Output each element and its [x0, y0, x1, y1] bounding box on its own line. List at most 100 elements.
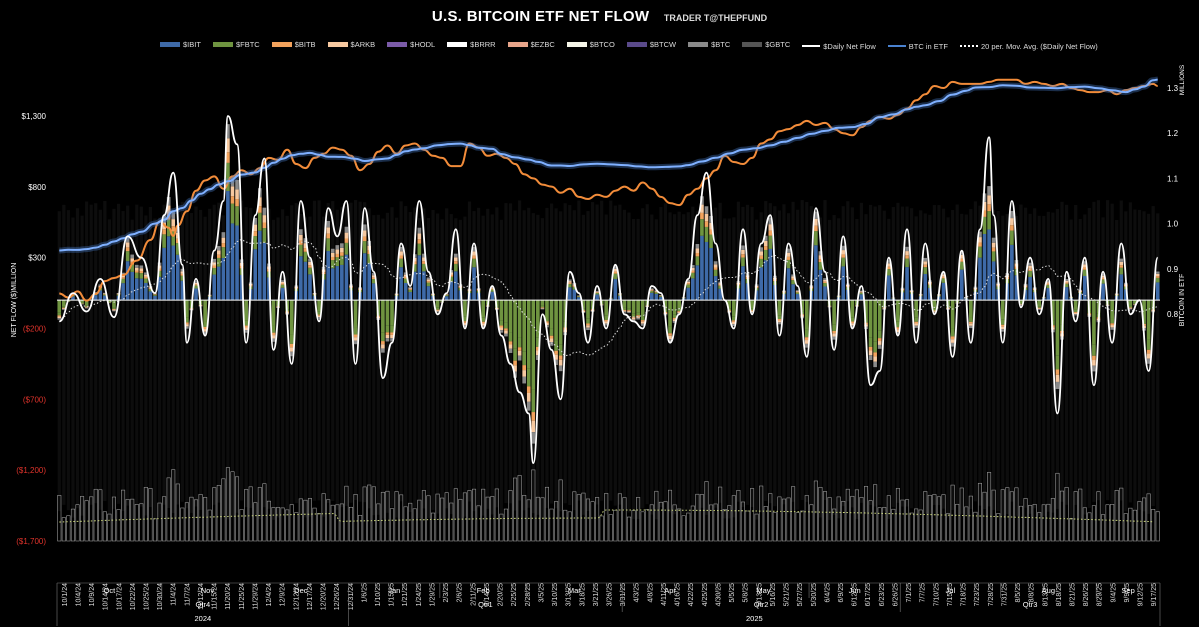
x-tick-label: 12/26/24 [334, 583, 341, 610]
background-bar [157, 217, 162, 518]
volume-bar [654, 490, 659, 542]
flow-bar [1064, 279, 1069, 281]
flow-bar [130, 271, 135, 301]
flow-bar [216, 246, 221, 251]
volume-bar [626, 516, 632, 542]
flow-bar [690, 278, 695, 301]
background-bar [960, 213, 964, 514]
background-bar [978, 205, 982, 506]
flow-bar [586, 327, 590, 331]
background-bar [727, 218, 731, 519]
legend-label: $BTCW [649, 40, 677, 49]
flow-bar [526, 386, 531, 393]
flow-bar [344, 242, 349, 255]
flow-bar [326, 220, 331, 228]
flow-bar [686, 280, 691, 282]
flow-bar [399, 255, 403, 259]
flow-bar [577, 296, 581, 298]
legend-item: $IBIT [160, 40, 201, 49]
flow-bar [499, 320, 504, 326]
flow-bar [230, 176, 235, 187]
volume-bar [1050, 498, 1055, 542]
flow-bar [221, 243, 226, 248]
flow-bar [353, 340, 358, 345]
flow-bar [777, 315, 782, 320]
flow-bar [1142, 300, 1146, 320]
y-tick-label: ($200) [23, 325, 46, 334]
background-bar [604, 214, 608, 515]
background-bar [896, 202, 900, 503]
volume-bar [1123, 513, 1128, 542]
flow-bar [508, 332, 513, 342]
background-bar [57, 211, 61, 512]
flow-bar [540, 308, 545, 310]
flow-bar [613, 273, 618, 280]
volume-bar [1005, 487, 1010, 542]
flow-bar [1000, 324, 1005, 327]
flow-bar [435, 311, 440, 313]
volume-bar [389, 508, 395, 542]
flow-bar [896, 321, 900, 328]
background-bar [887, 218, 891, 519]
flow-bar [408, 289, 413, 290]
flow-bar [139, 268, 144, 272]
background-bar [230, 217, 235, 518]
volume-bar [731, 495, 736, 542]
flow-bar [93, 295, 98, 301]
flow-bar [62, 308, 66, 310]
volume-bar [800, 510, 805, 542]
flow-bar [57, 315, 62, 317]
background-bar [1078, 218, 1082, 519]
y2-tick-label: 0.8 [1167, 310, 1179, 319]
volume-bar [298, 498, 303, 542]
volume-bar [987, 472, 992, 542]
y2-tick-label: 1.0 [1167, 220, 1179, 229]
flow-bar [763, 235, 768, 241]
flow-bar [709, 229, 713, 235]
flow-bar [426, 286, 431, 301]
flow-bar [640, 323, 645, 326]
flow-bar [923, 264, 928, 268]
volume-bar [1082, 507, 1087, 542]
flow-bar [804, 343, 809, 348]
flow-bar [558, 355, 563, 360]
legend-item: $Daily Net Flow [802, 42, 876, 51]
flow-bar [763, 246, 768, 250]
flow-bar [695, 256, 700, 266]
legend-item: 20 per. Mov. Avg. ($Daily Net Flow) [959, 42, 1098, 51]
flow-bar [171, 219, 176, 227]
legend-item: $EZBC [507, 40, 555, 49]
background-bar [1096, 200, 1101, 501]
flow-bar [463, 324, 467, 328]
volume-bar [440, 497, 445, 542]
background-bar [1151, 206, 1155, 507]
volume-bar [472, 488, 477, 542]
flow-bar [344, 254, 349, 301]
flow-bar [444, 296, 449, 301]
flow-bar [403, 274, 408, 277]
flow-bar [718, 284, 722, 286]
chart-subtitle: TRADER T@THEPFUND [663, 13, 768, 23]
flow-bar [499, 330, 504, 333]
volume-bar [152, 518, 158, 542]
volume-bar [175, 483, 180, 542]
flow-bar [330, 260, 335, 269]
year-label: 2025 [746, 614, 763, 623]
volume-bar [130, 498, 135, 542]
x-tick-label: 11/29/24 [253, 583, 260, 610]
flow-bar [253, 249, 258, 301]
flow-bar [586, 318, 590, 324]
flow-bar [408, 288, 413, 290]
flow-bar [1055, 374, 1060, 382]
flow-bar [513, 365, 517, 372]
flow-bar [499, 325, 504, 328]
flow-bar [604, 315, 609, 320]
flow-bar [98, 290, 103, 301]
background-bar [672, 214, 677, 515]
volume-bar [421, 490, 426, 542]
x-tick-label: 6/12/25 [852, 583, 859, 606]
flow-bar [795, 292, 800, 295]
volume-bar [66, 515, 71, 542]
flow-bar [777, 300, 782, 316]
background-bar [700, 207, 704, 508]
